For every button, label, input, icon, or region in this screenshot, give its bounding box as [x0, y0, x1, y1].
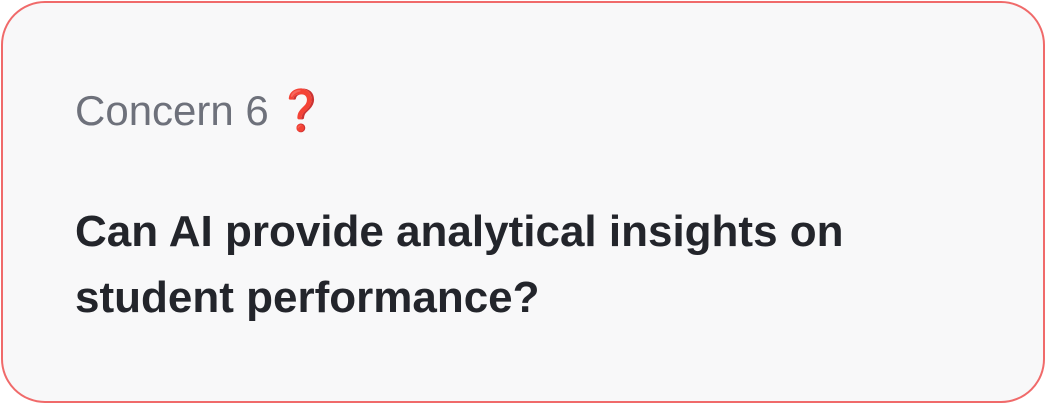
concern-card: Concern 6 ❓ Can AI provide analytical ins…	[1, 1, 1045, 403]
question-mark-icon: ❓	[276, 88, 327, 134]
concern-question: Can AI provide analytical insights on st…	[75, 207, 844, 322]
concern-label-text: Concern 6	[75, 87, 269, 134]
concern-label: Concern 6 ❓	[75, 85, 327, 137]
